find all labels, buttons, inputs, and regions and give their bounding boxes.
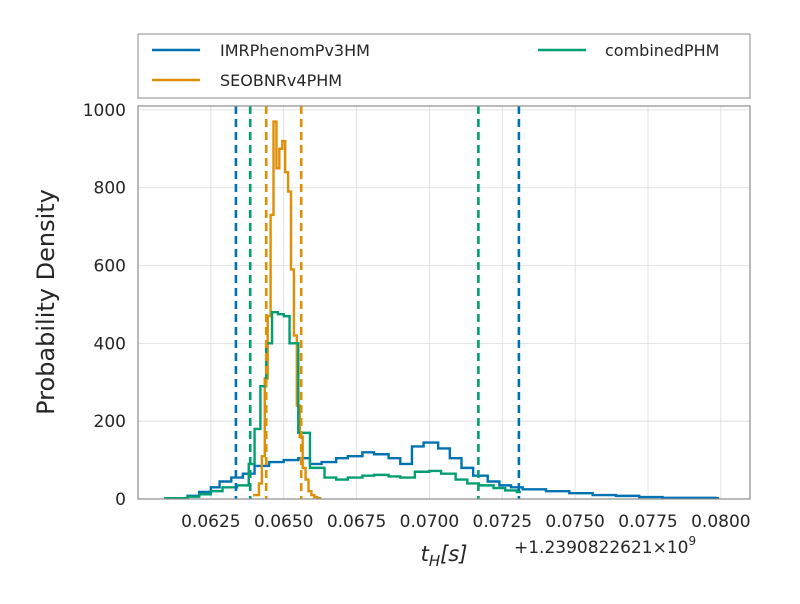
- y-tick-label-1: 200: [94, 412, 126, 432]
- y-axis-label: Probability Density: [32, 189, 60, 415]
- y-tick-label-3: 600: [94, 257, 126, 277]
- credible-interval-lines: [234, 106, 521, 499]
- y-tick-labels: 0 200 400 600 800 1000: [83, 101, 126, 510]
- x-tick-labels: 0.0625 0.0650 0.0675 0.0700 0.0725 0.0750 0.07…: [181, 512, 750, 532]
- axes-frame: [137, 105, 751, 500]
- legend-frame: [137, 33, 751, 99]
- x-tick-label-0: 0.0625: [181, 512, 240, 532]
- series-imrphenompv3hm: [164, 441, 720, 499]
- x-tick-label-6: 0.0775: [618, 512, 677, 532]
- gridlines: [138, 106, 750, 500]
- y-tick-label-0: 0: [115, 490, 126, 510]
- x-tick-label-2: 0.0675: [327, 512, 386, 532]
- legend-label-imrphenompv3hm: IMRPhenomPv3HM: [220, 41, 370, 60]
- legend-label-combinedphm: combinedPHM: [605, 41, 719, 60]
- y-tick-label-5: 1000: [83, 101, 126, 121]
- x-tick-label-5: 0.0750: [545, 512, 604, 532]
- x-tick-label-7: 0.0800: [691, 512, 750, 532]
- legend-label-seobnrv4phm: SEOBNRv4PHM: [220, 71, 342, 90]
- x-axis-offset-label: +1.2390822621×109: [514, 534, 696, 558]
- x-tick-label-3: 0.0700: [400, 512, 459, 532]
- x-tick-label-4: 0.0725: [473, 512, 532, 532]
- x-axis-label: tH[s]: [421, 542, 468, 570]
- legend: IMRPhenomPv3HM SEOBNRv4PHM combinedPHM: [137, 33, 751, 99]
- y-tick-label-2: 400: [94, 334, 126, 354]
- series-seobnrv4phm: [253, 120, 322, 499]
- x-axis-offset-exponent: 9: [689, 534, 697, 548]
- y-tick-label-4: 800: [94, 179, 126, 199]
- histogram-series: [164, 120, 720, 499]
- x-axis-offset-mantissa: +1.2390822621×10: [514, 538, 689, 558]
- series-combinedphm: [164, 311, 521, 499]
- x-tick-label-1: 0.0650: [254, 512, 313, 532]
